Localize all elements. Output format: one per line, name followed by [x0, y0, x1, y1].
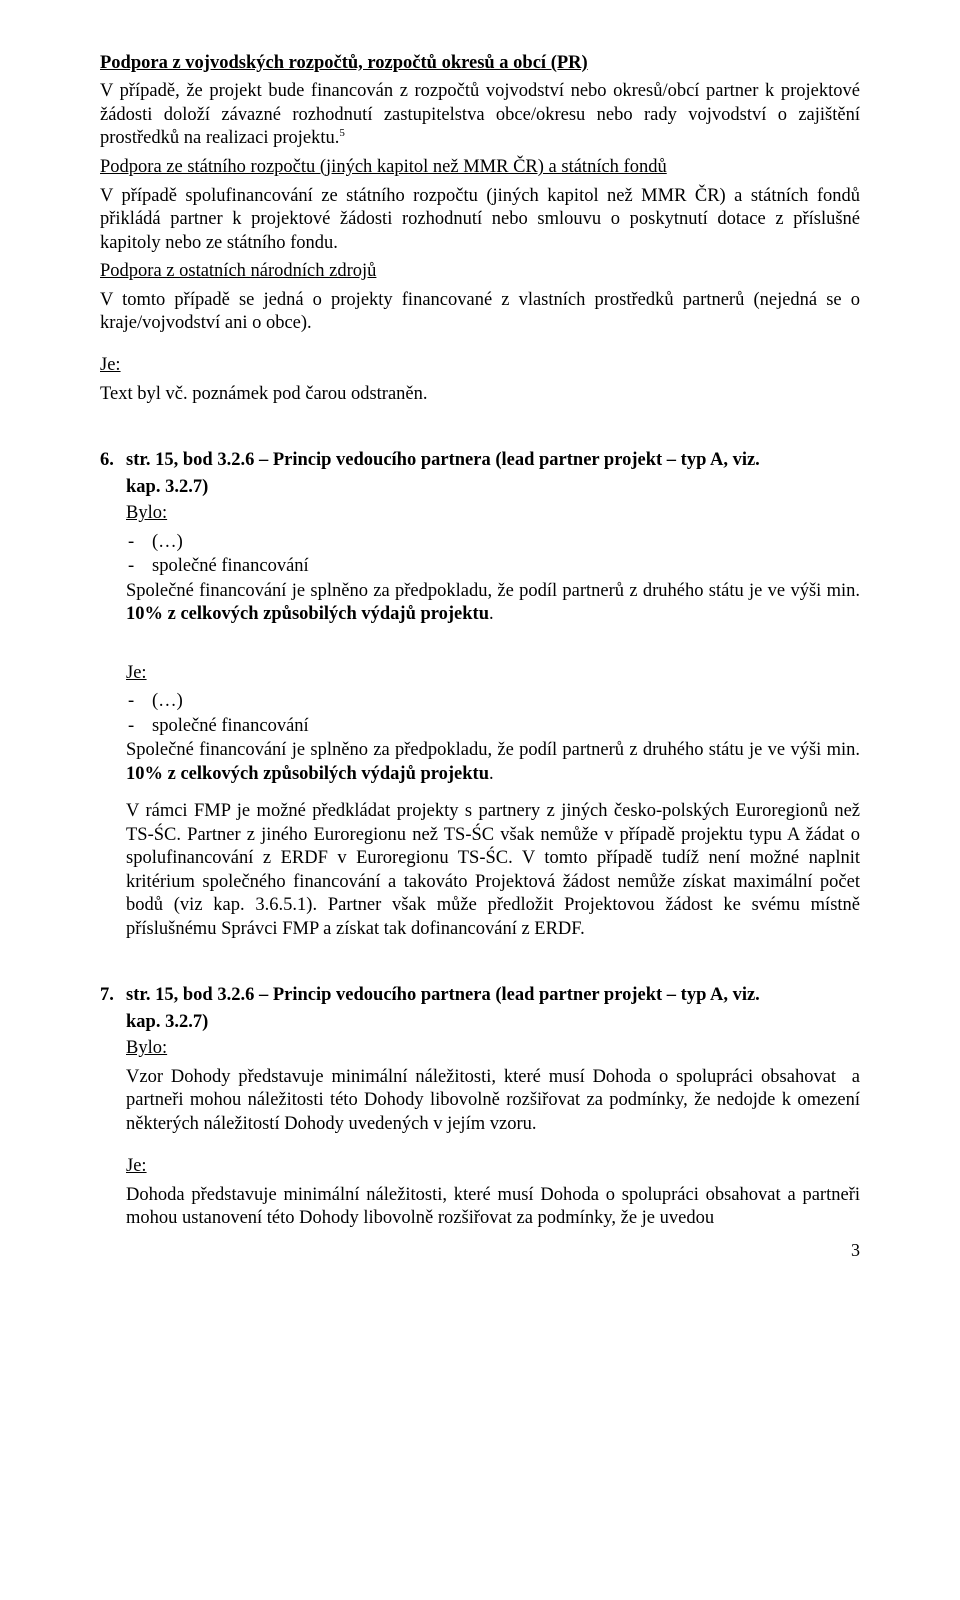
para-common-dot: . [489, 604, 494, 624]
dash-icon: - [126, 531, 152, 554]
heading-pr: Podpora z vojvodských rozpočtů, rozpočtů… [100, 52, 860, 75]
section-6-num: 6. [100, 449, 126, 472]
bullet-ellipsis-6b: - (…) [126, 690, 860, 713]
bullet-common-6a: - společné financování [126, 555, 860, 578]
para-common-bold: 10% z celkových způsobilých výdajů proje… [126, 604, 489, 624]
bullet-ellipsis-text: (…) [152, 531, 860, 554]
para-pr-text: V případě, že projekt bude financován z … [100, 81, 860, 148]
heading-national: Podpora z ostatních národních zdrojů [100, 260, 860, 283]
section-7-num: 7. [100, 984, 126, 1007]
para-common-fin-2: Společné financování je splněno za předp… [126, 739, 860, 786]
bullet-common-6b: - společné financování [126, 715, 860, 738]
bullet-common-text-b: společné financování [152, 715, 860, 738]
dash-icon: - [126, 555, 152, 578]
para-common-bold2: 10% z celkových způsobilých výdajů proje… [126, 764, 489, 784]
heading-state: Podpora ze státního rozpočtu (jiných kap… [100, 156, 860, 179]
removed-text: Text byl vč. poznámek pod čarou odstraně… [100, 383, 860, 406]
bullet-common-text: společné financování [152, 555, 860, 578]
bullet-ellipsis-text-b: (…) [152, 690, 860, 713]
section-7-title-a: str. 15, bod 3.2.6 – Princip vedoucího p… [126, 985, 760, 1005]
para-common-dot2: . [489, 764, 494, 784]
bullet-ellipsis-6a: - (…) [126, 531, 860, 554]
para-common-fin-1: Společné financování je splněno za předp… [126, 580, 860, 627]
section-6-heading: 6.str. 15, bod 3.2.6 – Princip vedoucího… [100, 449, 860, 472]
dash-icon: - [126, 690, 152, 713]
label-je-7: Je: [126, 1155, 860, 1178]
para-pr: V případě, že projekt bude financován z … [100, 80, 860, 151]
page-number: 3 [100, 1239, 860, 1262]
label-je-6: Je: [126, 662, 860, 685]
label-je-1: Je: [100, 354, 860, 377]
para-common-a: Společné financování je splněno za předp… [126, 581, 860, 601]
para-je-7: Dohoda představuje minimální náležitosti… [126, 1184, 860, 1231]
label-bylo-6: Bylo: [126, 502, 860, 525]
para-bylo-7: Vzor Dohody představuje minimální náleži… [126, 1066, 860, 1136]
dash-icon: - [126, 715, 152, 738]
footnote-5: 5 [339, 127, 345, 139]
para-state: V případě spolufinancování ze státního r… [100, 185, 860, 255]
para-common-a2: Společné financování je splněno za předp… [126, 740, 860, 760]
section-6-title-b: kap. 3.2.7) [100, 476, 860, 499]
section-6-title-a: str. 15, bod 3.2.6 – Princip vedoucího p… [126, 450, 760, 470]
section-7-title-b: kap. 3.2.7) [100, 1011, 860, 1034]
label-bylo-7: Bylo: [126, 1037, 860, 1060]
para-national: V tomto případě se jedná o projekty fina… [100, 289, 860, 336]
section-7-heading: 7.str. 15, bod 3.2.6 – Princip vedoucího… [100, 984, 860, 1007]
para-fmp: V rámci FMP je možné předkládat projekty… [126, 800, 860, 941]
